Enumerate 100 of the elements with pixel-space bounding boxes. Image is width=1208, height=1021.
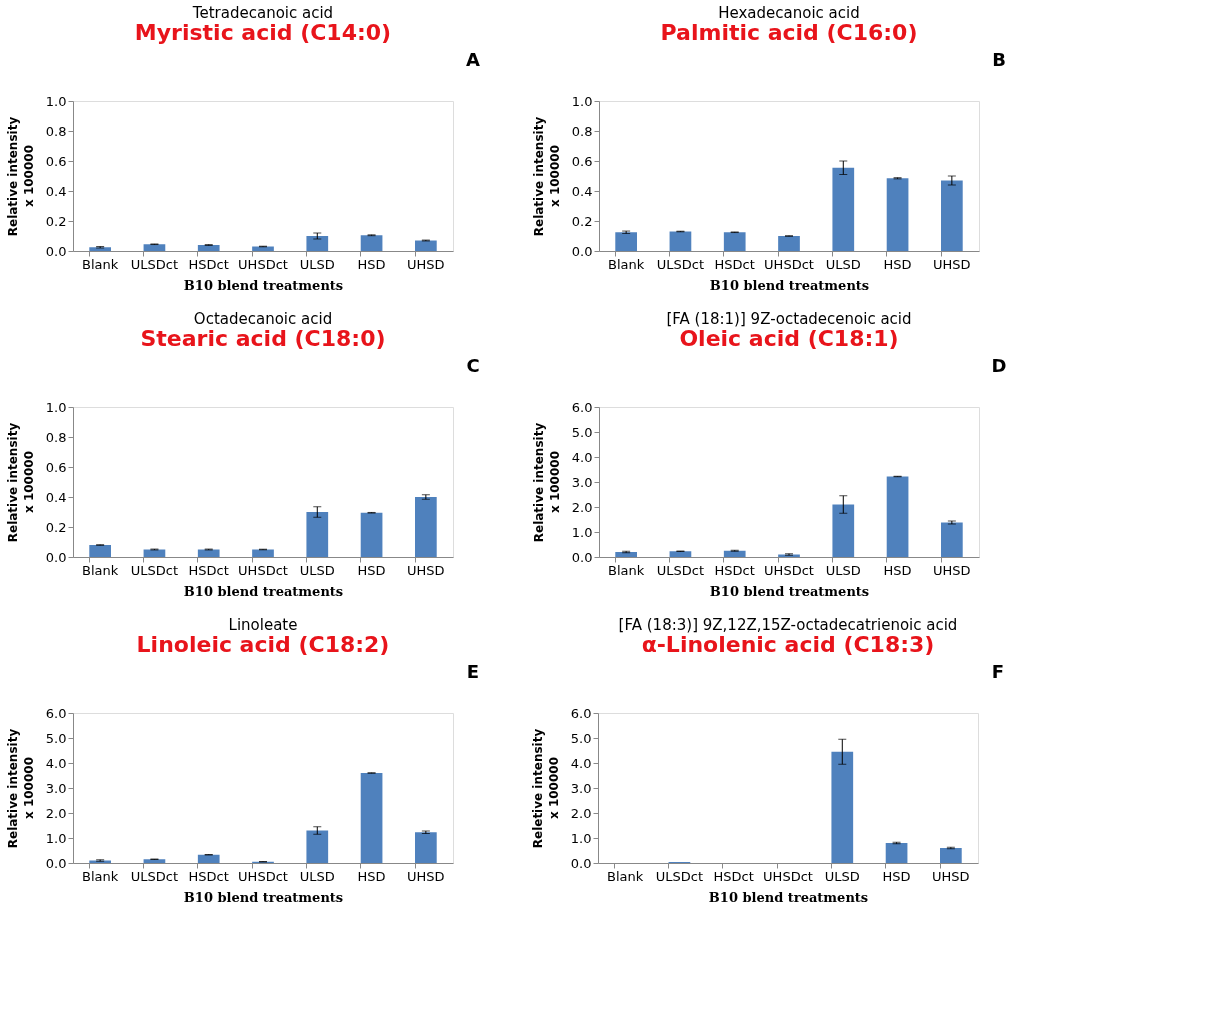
bar: [885, 843, 908, 863]
bar: [306, 236, 329, 251]
x-tick-label: UHSD: [933, 562, 971, 578]
text: D: [991, 355, 1007, 376]
x-tick-label: ULSDct: [130, 562, 179, 578]
y-tick-label: 2.0: [45, 805, 67, 821]
chart-subtitle: Linoleic acid (C18:2): [136, 632, 390, 657]
text: x 100000: [22, 450, 36, 514]
x-tick-label: HSD: [357, 256, 386, 272]
text: E: [466, 661, 480, 682]
y-axis-title: Relative intensity: [5, 116, 20, 237]
x-tick-label: Blank: [608, 562, 645, 578]
bar: [941, 522, 963, 557]
x-tick-label: UHSDct: [238, 256, 288, 272]
y-tick-label: 1.0: [570, 830, 592, 846]
y-axis-title: Relative intensity: [531, 116, 546, 237]
x-tick-label: HSDct: [713, 868, 754, 884]
y-tick-label: 5.0: [571, 424, 593, 440]
y-axis-title: Relative intensity: [5, 728, 20, 849]
bar: [723, 232, 746, 251]
y-tick-label: 0.6: [45, 153, 67, 169]
bar: [831, 751, 854, 863]
y-tick-label: 1.0: [571, 524, 593, 540]
x-tick-label: HSDct: [714, 256, 755, 272]
y-tick-label: 3.0: [45, 780, 67, 796]
bar: [723, 550, 746, 557]
x-tick-label: HSD: [882, 868, 911, 884]
y-tick-label: 0.0: [570, 855, 592, 871]
y-tick-label: 0.8: [45, 429, 67, 445]
text: A: [466, 49, 481, 70]
bar: [306, 512, 329, 557]
text: F: [991, 661, 1005, 682]
bar: [940, 848, 962, 863]
bar: [615, 232, 637, 251]
x-tick-label: UHSD: [407, 256, 445, 272]
bar: [252, 549, 274, 557]
y-tick-label: 4.0: [571, 449, 593, 465]
x-tick-label: ULSD: [825, 562, 861, 578]
bar: [415, 832, 437, 863]
chart-subtitle: Oleic acid (C18:1): [679, 326, 899, 351]
bar: [143, 859, 166, 863]
x-tick-label: ULSDct: [655, 868, 704, 884]
x-tick-label: Blank: [607, 868, 644, 884]
x-tick-label: UHSDct: [238, 868, 288, 884]
chart-title: [FA (18:3)] 9Z,12Z,15Z-octadecatrienoic acid: [618, 616, 958, 634]
y-tick-label: 6.0: [571, 399, 593, 415]
y-tick-label: 4.0: [45, 755, 67, 771]
y-tick-label: 0.2: [45, 213, 67, 229]
x-axis-title: B10 blend treatments: [183, 277, 344, 293]
x-tick-label: ULSDct: [656, 256, 705, 272]
chart-title: [FA (18:1)] 9Z-octadecenoic acid: [666, 310, 912, 328]
x-tick-label: ULSDct: [130, 868, 179, 884]
x-tick-label: UHSD: [407, 868, 445, 884]
y-tick-label: 0.6: [45, 459, 67, 475]
y-tick-label: 5.0: [45, 730, 67, 746]
y-tick-label: 0.0: [45, 549, 67, 565]
bar: [360, 235, 383, 251]
y-tick-label: 3.0: [571, 474, 593, 490]
text: x 100000: [548, 450, 562, 514]
x-tick-label: UHSDct: [238, 562, 288, 578]
x-tick-label: ULSD: [824, 868, 860, 884]
x-tick-label: UHSD: [932, 868, 970, 884]
x-tick-label: ULSD: [299, 256, 335, 272]
y-axis-title: Reletive intensity: [530, 728, 545, 849]
bar: [615, 552, 637, 557]
x-axis-title: B10 blend treatments: [183, 583, 344, 599]
bar: [669, 231, 692, 251]
y-tick-label: 6.0: [45, 705, 67, 721]
y-tick-label: 0.4: [571, 183, 593, 199]
bar: [778, 236, 800, 251]
x-tick-label: HSD: [357, 562, 386, 578]
x-tick-label: ULSD: [299, 562, 335, 578]
bar: [197, 854, 220, 863]
x-tick-label: UHSDct: [764, 562, 814, 578]
bar: [143, 549, 166, 557]
y-tick-label: 5.0: [570, 730, 592, 746]
y-tick-label: 0.2: [571, 213, 593, 229]
chart-subtitle: Stearic acid (C18:0): [140, 326, 386, 351]
y-tick-label: 1.0: [571, 93, 593, 109]
bar: [360, 773, 383, 863]
text: C: [466, 355, 480, 376]
x-axis-title: B10 blend treatments: [708, 889, 869, 905]
y-tick-label: 0.2: [45, 519, 67, 535]
y-tick-label: 6.0: [570, 705, 592, 721]
x-tick-label: UHSD: [407, 562, 445, 578]
x-tick-label: HSD: [357, 868, 386, 884]
x-tick-label: HSDct: [188, 256, 229, 272]
bar: [941, 180, 963, 251]
x-axis-title: B10 blend treatments: [183, 889, 344, 905]
y-tick-label: 0.0: [571, 549, 593, 565]
text: B: [992, 49, 1006, 70]
bar: [197, 245, 220, 251]
bar: [89, 545, 111, 557]
y-tick-label: 2.0: [570, 805, 592, 821]
x-tick-label: HSD: [883, 562, 912, 578]
x-tick-label: UHSD: [933, 256, 971, 272]
y-axis-title: Relative intensity: [531, 422, 546, 543]
bar: [832, 504, 855, 557]
bar: [143, 244, 166, 251]
y-tick-label: 4.0: [570, 755, 592, 771]
